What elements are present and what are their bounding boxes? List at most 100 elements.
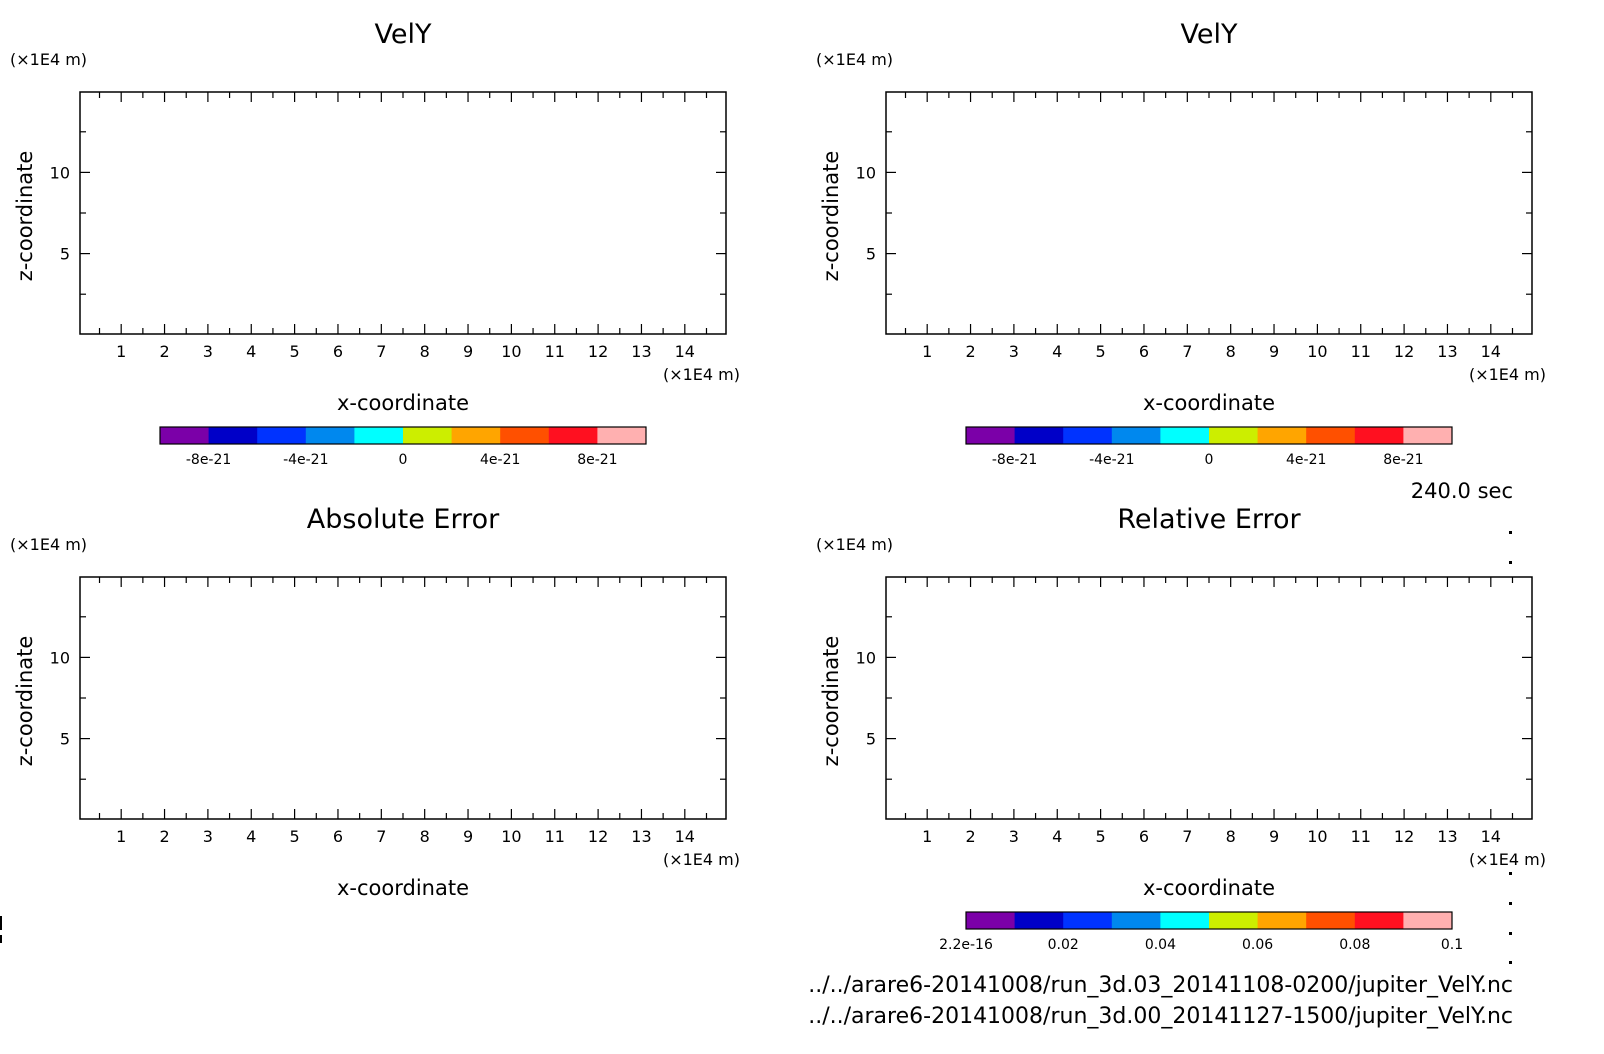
plot-frame [79, 576, 727, 820]
colorbar-cell [1063, 912, 1113, 929]
x-tick-label: 4 [1052, 827, 1062, 846]
x-tick-label: 10 [501, 827, 521, 846]
x-tick-label: 4 [246, 827, 256, 846]
colorbar-tick-label: 0.1 [1441, 937, 1463, 953]
colorbar-cell [500, 427, 550, 444]
colorbar-tick-label: -8e-21 [992, 452, 1037, 468]
x-tick-label: 14 [675, 342, 695, 361]
colorbar-cell [1209, 912, 1259, 929]
colorbar-cell [257, 427, 307, 444]
colorbar-cell [305, 427, 355, 444]
y-axis-title: z-coordinate [13, 636, 37, 767]
x-tick-label: 11 [545, 342, 565, 361]
x-tick-label: 12 [1394, 827, 1414, 846]
x-tick-label: 3 [1009, 342, 1019, 361]
plot-frame [885, 91, 1533, 335]
x-tick-label: 2 [159, 342, 169, 361]
x-tick-label: 1 [116, 342, 126, 361]
colorbar-tick-label: 2.2e-16 [939, 937, 993, 953]
y-tick-label: 10 [50, 648, 70, 667]
x-axis-title: x-coordinate [337, 876, 469, 900]
panel-title: VelY [375, 19, 432, 50]
x-tick-label: 5 [290, 827, 300, 846]
x-tick-label: 14 [1481, 827, 1501, 846]
colorbar-cell [451, 427, 501, 444]
colorbar-frame [159, 426, 647, 445]
x-tick-label: 6 [333, 827, 343, 846]
panel-title: VelY [1181, 19, 1238, 50]
colorbar-cell [1354, 427, 1404, 444]
x-tick-label: 12 [1394, 342, 1414, 361]
panel-title: Absolute Error [307, 504, 500, 535]
x-tick-label: 13 [1437, 342, 1457, 361]
x-tick-label: 1 [116, 827, 126, 846]
colorbar-cell [1111, 912, 1161, 929]
x-tick-label: 2 [159, 827, 169, 846]
y-axis-title: z-coordinate [819, 151, 843, 282]
y-axis-title: z-coordinate [819, 636, 843, 767]
x-tick-label: 6 [1139, 342, 1149, 361]
colorbar: 2.2e-16 0.02 0.04 0.06 0.08 0.1 [939, 911, 1463, 953]
colorbar-cell [1257, 912, 1307, 929]
x-tick-label: 11 [545, 827, 565, 846]
edge-dots [1509, 531, 1512, 964]
x-tick-label: 3 [203, 827, 213, 846]
y-unit-label: (×1E4 m) [10, 50, 87, 69]
x-tick-label: 4 [1052, 342, 1062, 361]
x-tick-label: 5 [290, 342, 300, 361]
x-tick-label: 1 [922, 827, 932, 846]
y-unit-label: (×1E4 m) [816, 50, 893, 69]
colorbar-cell [1403, 427, 1453, 444]
file-path-2: ../../arare6-20141008/run_3d.00_20141127… [808, 1004, 1513, 1029]
x-tick-label: 13 [1437, 827, 1457, 846]
x-tick-label: 8 [420, 342, 430, 361]
y-tick-label: 10 [50, 163, 70, 182]
x-tick-label: 7 [376, 342, 386, 361]
colorbar: -8e-21 -4e-21 0 4e-21 8e-21 [159, 426, 647, 468]
x-tick-label: 10 [501, 342, 521, 361]
y-unit-label: (×1E4 m) [816, 535, 893, 554]
panel-3: Absolute Error(×1E4 m)1 2 3 4 5 6 7 8 9 10 11 12 13 1… [10, 504, 740, 900]
x-tick-label: 5 [1096, 827, 1106, 846]
x-tick-label: 10 [1307, 342, 1327, 361]
y-tick-label: 5 [60, 245, 70, 264]
colorbar-tick-label: 8e-21 [577, 452, 617, 468]
panel-1: VelY(×1E4 m)1 2 3 4 5 6 7 8 9 10 11 12 13 14510(×1E4 … [10, 19, 740, 468]
x-unit-label: (×1E4 m) [663, 850, 740, 869]
colorbar-frame [965, 426, 1453, 445]
x-axis-title: x-coordinate [1143, 391, 1275, 415]
x-tick-label: 10 [1307, 827, 1327, 846]
x-tick-label: 13 [631, 827, 651, 846]
colorbar-cell [354, 427, 404, 444]
plot-frame [79, 91, 727, 335]
x-tick-label: 2 [965, 827, 975, 846]
x-tick-label: 11 [1351, 827, 1371, 846]
colorbar-cell [1354, 912, 1404, 929]
colorbar-cell [548, 427, 598, 444]
colorbar-cell [1403, 912, 1453, 929]
colorbar-cell [1257, 427, 1307, 444]
colorbar-tick-label: 4e-21 [480, 452, 520, 468]
colorbar-cell [1209, 427, 1259, 444]
colorbar-tick-label: 0 [399, 452, 408, 468]
colorbar-cell [208, 427, 258, 444]
colorbar-cell [403, 427, 453, 444]
x-tick-label: 2 [965, 342, 975, 361]
x-tick-label: 8 [1226, 342, 1236, 361]
colorbar-cell [1111, 427, 1161, 444]
x-tick-label: 5 [1096, 342, 1106, 361]
y-tick-label: 10 [856, 163, 876, 182]
x-tick-label: 9 [463, 342, 473, 361]
x-unit-label: (×1E4 m) [1469, 850, 1546, 869]
x-tick-label: 9 [1269, 827, 1279, 846]
x-unit-label: (×1E4 m) [663, 365, 740, 384]
colorbar-tick-label: 4e-21 [1286, 452, 1326, 468]
x-tick-label: 12 [588, 827, 608, 846]
x-tick-label: 14 [675, 827, 695, 846]
y-tick-label: 5 [60, 730, 70, 749]
colorbar-tick-label: 0.02 [1048, 937, 1079, 953]
x-tick-label: 8 [420, 827, 430, 846]
x-tick-label: 8 [1226, 827, 1236, 846]
colorbar-tick-label: 0.08 [1339, 937, 1370, 953]
x-tick-label: 9 [463, 827, 473, 846]
